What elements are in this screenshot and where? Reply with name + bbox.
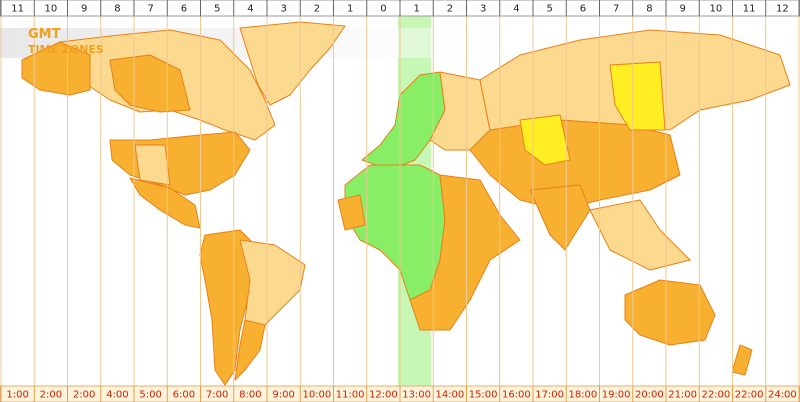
utc-offset: 11 — [11, 4, 24, 15]
local-time: 2:00 — [73, 390, 95, 401]
australia — [624, 279, 716, 346]
utc-offset: 12 — [776, 4, 789, 15]
offset-strip: 11 10 9 8 7 6 5 4 3 2 1 0 1 2 3 4 5 6 7 8 9 10 11 12 — [0, 0, 800, 17]
local-time: 19:00 — [602, 390, 631, 401]
utc-offset: 8 — [646, 4, 652, 15]
local-time: 10:00 — [302, 390, 331, 401]
utc-offset: 10 — [45, 4, 58, 15]
utc-offset: 4 — [247, 4, 253, 15]
local-time: 22:00 — [735, 390, 764, 401]
local-time: 2:00 — [40, 390, 62, 401]
local-time: 8:00 — [239, 390, 261, 401]
utc-offset: 1 — [413, 4, 419, 15]
local-time: 6:00 — [173, 390, 195, 401]
utc-offset: 7 — [613, 4, 619, 15]
utc-offset: 6 — [580, 4, 586, 15]
utc-offset: 10 — [710, 4, 723, 15]
local-time: 9:00 — [272, 390, 294, 401]
local-time: 1:00 — [6, 390, 28, 401]
title: GMT — [28, 27, 61, 42]
utc-offset: 9 — [81, 4, 87, 15]
local-time: 22:00 — [701, 390, 730, 401]
local-time: 5:00 — [139, 390, 161, 401]
zone-columns — [0, 16, 800, 386]
time-strip: 1:00 2:00 2:00 4:00 5:00 6:00 7:00 8:00 9:00 10:0… — [0, 385, 800, 402]
utc-offset: 5 — [214, 4, 220, 15]
central-asia — [469, 119, 681, 211]
local-time: 21:00 — [668, 390, 697, 401]
local-time: 7:00 — [206, 390, 228, 401]
local-time: 14:00 — [435, 390, 464, 401]
south-america-south — [234, 319, 266, 381]
local-time: 15:00 — [469, 390, 498, 401]
utc-offset: 7 — [147, 4, 153, 15]
subtitle: TIME ZONES — [28, 43, 104, 56]
utc-offset: 1 — [347, 4, 353, 15]
land-masses — [21, 21, 791, 386]
new-zealand — [731, 344, 753, 376]
utc-offset: 2 — [314, 4, 320, 15]
local-time: 18:00 — [568, 390, 597, 401]
local-time: 4:00 — [106, 390, 128, 401]
utc-offset: 0 — [380, 4, 386, 15]
utc-offset: 3 — [280, 4, 286, 15]
local-time: 17:00 — [535, 390, 564, 401]
utc-offset: 4 — [513, 4, 519, 15]
india — [529, 184, 591, 251]
utc-offset: 5 — [546, 4, 552, 15]
utc-offset: 3 — [480, 4, 486, 15]
mongolia-region — [609, 61, 666, 131]
local-time: 11:00 — [336, 390, 365, 401]
local-time: 16:00 — [502, 390, 531, 401]
alaska — [21, 41, 91, 96]
utc-offset: 6 — [181, 4, 187, 15]
local-time: 24:00 — [768, 390, 797, 401]
usa-central — [134, 144, 171, 186]
utc-offset: 8 — [114, 4, 120, 15]
local-time: 13:00 — [402, 390, 431, 401]
canada-middle — [109, 54, 191, 113]
utc-offset: 11 — [743, 4, 756, 15]
southeast-asia — [589, 199, 691, 271]
africa-west-tip — [337, 194, 366, 231]
local-time: 12:00 — [369, 390, 398, 401]
mexico — [129, 177, 201, 229]
utc-offset: 9 — [679, 4, 685, 15]
local-time: 20:00 — [635, 390, 664, 401]
utc-offset: 2 — [447, 4, 453, 15]
brazil — [239, 239, 306, 331]
